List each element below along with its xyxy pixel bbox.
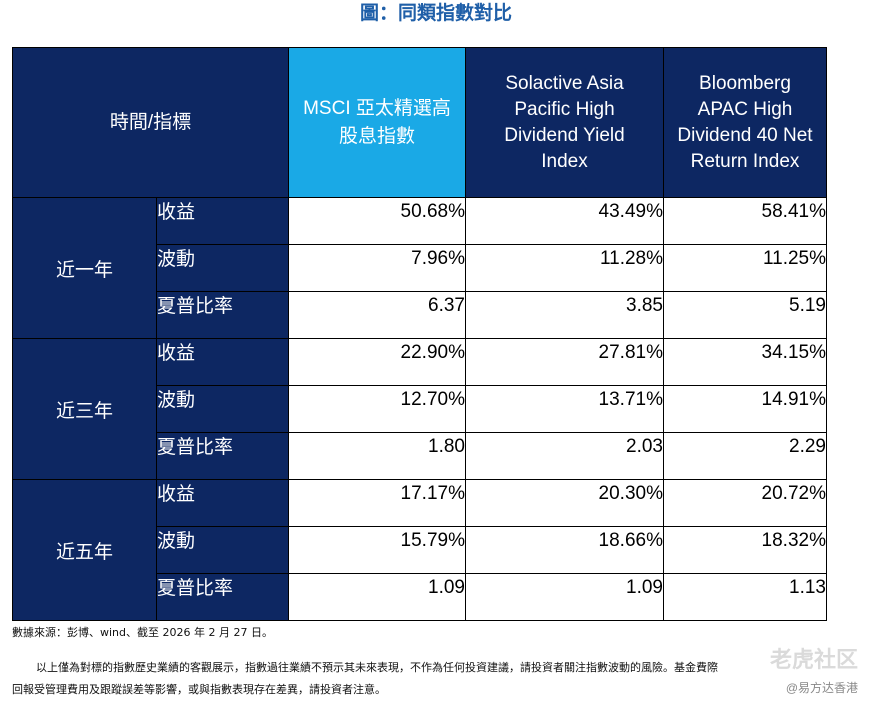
metric-cell: 收益 bbox=[156, 197, 289, 245]
table-row: 夏普比率 6.37 3.85 5.19 bbox=[13, 291, 827, 339]
community-watermark: 老虎社区 bbox=[769, 647, 858, 672]
metric-cell: 波動 bbox=[156, 385, 289, 433]
period-cell: 近一年 bbox=[12, 197, 157, 339]
brand-watermark: @易方达香港 bbox=[785, 681, 858, 695]
value-cell: 11.25% bbox=[663, 244, 827, 292]
value-cell: 1.09 bbox=[288, 573, 466, 621]
value-cell: 5.19 bbox=[663, 291, 827, 339]
value-cell: 1.13 bbox=[663, 573, 827, 621]
metric-cell: 波動 bbox=[156, 244, 289, 292]
comparison-table: 時間/指標 MSCI 亞太精選高股息指數 Solactive Asia Paci… bbox=[12, 47, 827, 621]
value-cell: 7.96% bbox=[288, 244, 466, 292]
table-row: 近三年 收益 22.90% 27.81% 34.15% bbox=[12, 338, 827, 480]
table-row: 波動 7.96% 11.28% 11.25% bbox=[13, 244, 827, 292]
value-cell: 20.30% bbox=[465, 479, 664, 527]
value-cell: 27.81% bbox=[465, 338, 664, 386]
header-col-msci: MSCI 亞太精選高股息指數 bbox=[288, 47, 466, 198]
value-cell: 43.49% bbox=[465, 197, 664, 245]
value-cell: 58.41% bbox=[663, 197, 827, 245]
value-cell: 18.32% bbox=[663, 526, 827, 574]
value-cell: 15.79% bbox=[288, 526, 466, 574]
value-cell: 1.80 bbox=[288, 432, 466, 480]
value-cell: 2.03 bbox=[465, 432, 664, 480]
table-row: 夏普比率 1.09 1.09 1.13 bbox=[13, 573, 827, 621]
header-corner: 時間/指標 bbox=[12, 47, 289, 198]
value-cell: 12.70% bbox=[288, 385, 466, 433]
source-note: 數據來源：彭博、wind、截至 2026 年 2 月 27 日。 bbox=[12, 626, 273, 639]
value-cell: 3.85 bbox=[465, 291, 664, 339]
page-title: 圖：同類指數對比 bbox=[359, 2, 512, 24]
period-cell: 近五年 bbox=[12, 479, 157, 621]
value-cell: 34.15% bbox=[663, 338, 827, 386]
metric-cell: 波動 bbox=[156, 526, 289, 574]
table-row: 波動 15.79% 18.66% 18.32% bbox=[13, 526, 827, 574]
metric-cell: 收益 bbox=[156, 479, 289, 527]
period-cell: 近三年 bbox=[12, 338, 157, 480]
table-row: 波動 12.70% 13.71% 14.91% bbox=[13, 385, 827, 433]
value-cell: 22.90% bbox=[288, 338, 466, 386]
metric-cell: 收益 bbox=[156, 338, 289, 386]
table-header-row: 時間/指標 MSCI 亞太精選高股息指數 Solactive Asia Paci… bbox=[12, 47, 827, 198]
value-cell: 17.17% bbox=[288, 479, 466, 527]
disclaimer-line-2: 回報受管理費用及跟蹤誤差等影響，或與指數表現存在差異，請投資者注意。 bbox=[12, 683, 386, 696]
metric-cell: 夏普比率 bbox=[156, 432, 289, 480]
value-cell: 14.91% bbox=[663, 385, 827, 433]
table-row: 近五年 收益 17.17% 20.30% 20.72% bbox=[12, 479, 827, 621]
value-cell: 1.09 bbox=[465, 573, 664, 621]
value-cell: 20.72% bbox=[663, 479, 827, 527]
value-cell: 13.71% bbox=[465, 385, 664, 433]
value-cell: 2.29 bbox=[663, 432, 827, 480]
table-row: 夏普比率 1.80 2.03 2.29 bbox=[13, 432, 827, 480]
value-cell: 11.28% bbox=[465, 244, 664, 292]
value-cell: 6.37 bbox=[288, 291, 466, 339]
metric-cell: 夏普比率 bbox=[156, 573, 289, 621]
header-col-bloomberg: Bloomberg APAC High Dividend 40 Net Retu… bbox=[663, 47, 827, 198]
value-cell: 50.68% bbox=[288, 197, 466, 245]
metric-cell: 夏普比率 bbox=[156, 291, 289, 339]
value-cell: 18.66% bbox=[465, 526, 664, 574]
header-col-solactive: Solactive Asia Pacific High Dividend Yie… bbox=[465, 47, 664, 198]
disclaimer-line-1: 以上僅為對標的指數歷史業績的客觀展示，指數過往業績不預示其未來表現，不作為任何投… bbox=[36, 661, 718, 674]
table-row: 近一年 收益 50.68% 43.49% 58.41% bbox=[12, 197, 827, 339]
